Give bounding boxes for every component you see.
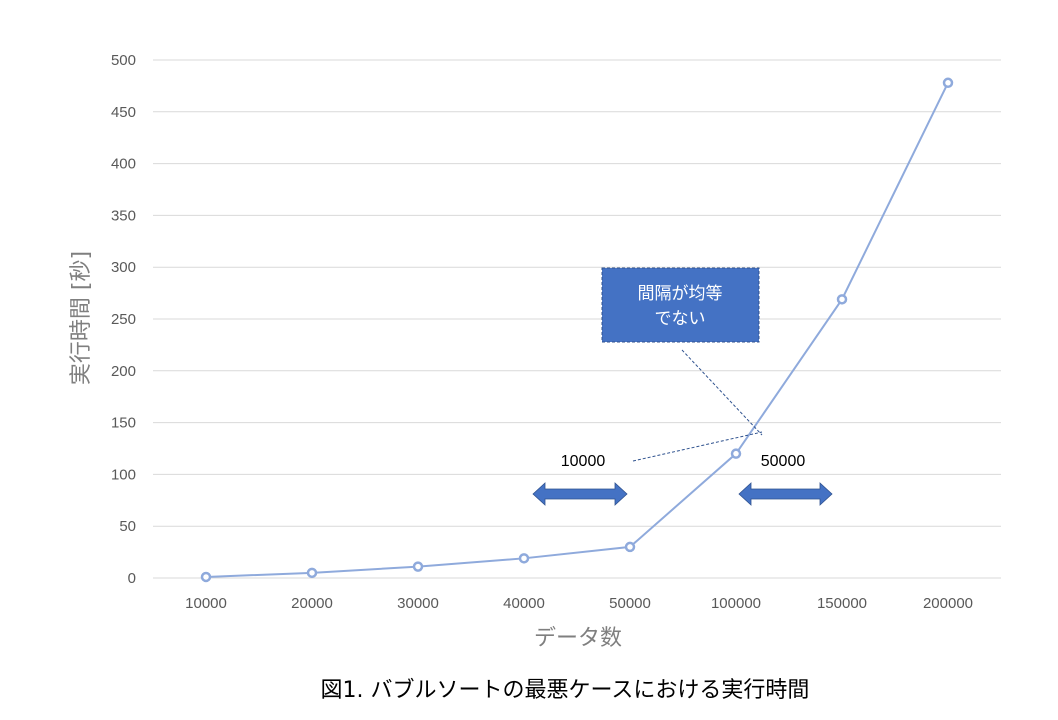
x-tick-label: 30000	[397, 595, 439, 612]
data-point	[306, 567, 318, 579]
callout-box	[601, 267, 760, 343]
data-point	[730, 448, 742, 459]
y-tick-label: 50	[119, 518, 136, 535]
callout-leader-2	[632, 431, 763, 462]
data-point	[200, 571, 212, 583]
y-tick-label: 400	[111, 156, 136, 173]
x-tick-label: 20000	[291, 595, 333, 612]
gridlines	[153, 59, 1001, 579]
x-tick-labels: 10000 20000 30000 40000 50000 100000 150000 200…	[185, 595, 973, 612]
y-tick-label: 150	[111, 415, 136, 432]
x-axis-label: データ数	[534, 626, 622, 651]
y-tick-label: 300	[111, 259, 136, 276]
data-point	[624, 541, 636, 553]
callout-leader-1	[681, 349, 763, 436]
series-polyline	[205, 82, 949, 578]
data-point	[518, 553, 530, 564]
x-tick-label: 100000	[711, 595, 761, 612]
x-tick-label: 200000	[923, 595, 973, 612]
x-tick-label: 10000	[185, 595, 227, 612]
y-tick-label: 450	[111, 104, 136, 121]
interval-label-left: 10000	[561, 453, 606, 470]
data-point	[412, 561, 424, 572]
y-tick-label: 100	[111, 466, 136, 483]
callout-line-2: でない	[655, 309, 706, 329]
double-arrow-right	[738, 482, 833, 506]
y-tick-label: 350	[111, 207, 136, 224]
x-tick-label: 150000	[817, 595, 867, 612]
figure-caption: 図1. バブルソートの最悪ケースにおける実行時間	[321, 678, 810, 703]
y-tick-labels: 0 50 100 150 200 250 300 350 400 450 500	[111, 52, 136, 587]
data-point	[836, 294, 848, 305]
y-tick-label: 0	[128, 570, 136, 587]
data-point	[942, 77, 954, 89]
y-tick-label: 500	[111, 52, 136, 69]
y-tick-label: 200	[111, 363, 136, 380]
y-axis-label: 実行時間 [秒]	[69, 251, 94, 385]
callout-line-1: 間隔が均等	[638, 284, 723, 304]
y-tick-label: 250	[111, 311, 136, 328]
x-tick-label: 50000	[609, 595, 651, 612]
x-tick-label: 40000	[503, 595, 545, 612]
series-line	[200, 77, 954, 583]
interval-label-right: 50000	[761, 453, 806, 470]
double-arrow-left	[532, 482, 628, 506]
